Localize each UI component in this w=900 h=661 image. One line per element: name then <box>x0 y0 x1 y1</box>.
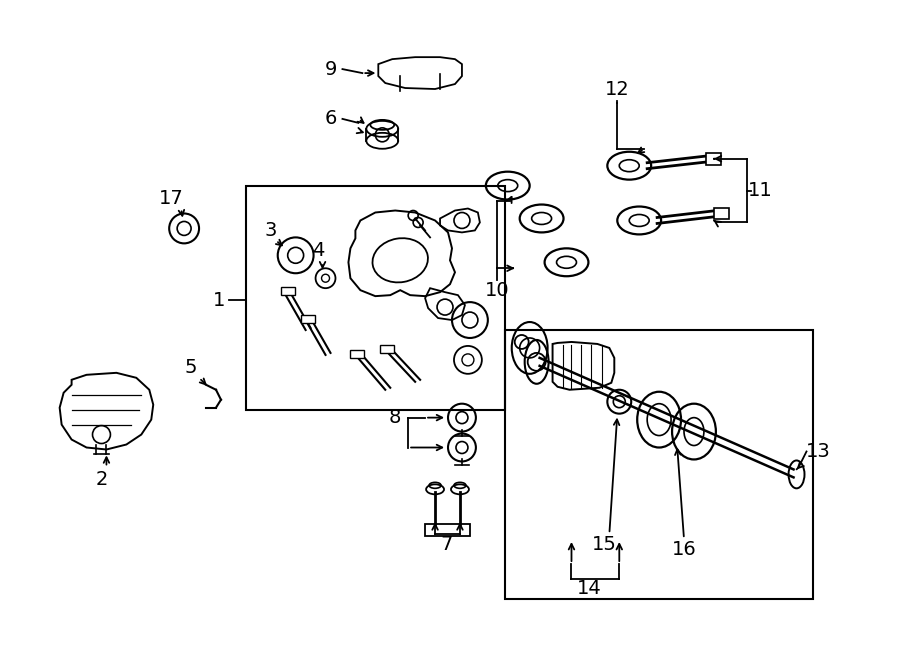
Text: 1: 1 <box>212 291 225 309</box>
Bar <box>350 350 365 358</box>
Text: 16: 16 <box>671 539 697 559</box>
Bar <box>301 315 315 323</box>
Text: 4: 4 <box>312 241 325 260</box>
Text: 5: 5 <box>184 358 197 377</box>
Bar <box>381 345 394 353</box>
Text: 12: 12 <box>605 79 630 98</box>
Bar <box>706 153 721 165</box>
Text: 8: 8 <box>389 408 401 427</box>
Text: 11: 11 <box>748 181 773 200</box>
Text: 13: 13 <box>806 442 831 461</box>
Bar <box>714 208 729 219</box>
Text: 17: 17 <box>158 189 184 208</box>
Bar <box>281 287 294 295</box>
Text: 3: 3 <box>265 221 277 240</box>
Text: 10: 10 <box>484 281 509 299</box>
Text: 9: 9 <box>324 59 337 79</box>
Text: 15: 15 <box>592 535 617 554</box>
Text: 14: 14 <box>577 580 602 598</box>
Bar <box>425 524 470 536</box>
Bar <box>505 330 814 599</box>
Text: 6: 6 <box>324 109 337 128</box>
Bar <box>246 186 505 410</box>
Text: 7: 7 <box>441 535 454 554</box>
Text: 2: 2 <box>95 470 108 489</box>
